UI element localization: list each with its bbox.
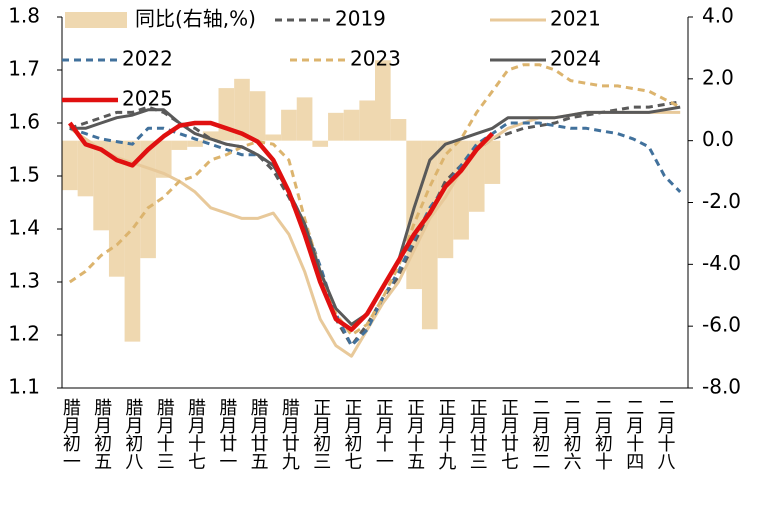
bar [390, 119, 407, 141]
legend-label: 2021 [550, 7, 601, 31]
y2-tick-label: -6.0 [702, 313, 741, 337]
x-tick-label: 腊月廿九 [279, 398, 300, 470]
legend-label: 2023 [350, 47, 401, 71]
legend-label: 同比(右轴,%) [135, 7, 256, 31]
bar [155, 140, 172, 178]
x-tick-label: 正月初七 [342, 398, 363, 470]
y2-tick-label: -2.0 [702, 189, 741, 213]
bar [124, 140, 141, 342]
legend-label: 2019 [335, 7, 386, 31]
y-tick-label: 1.2 [8, 322, 40, 346]
x-tick-label: 二月十八 [655, 398, 676, 470]
bar [406, 140, 422, 290]
y-tick-label: 1.5 [8, 163, 40, 187]
x-tick-label: 二月初二 [529, 398, 550, 470]
x-tick-label: 二月十四 [623, 398, 644, 470]
y-tick-label: 1.7 [8, 57, 40, 81]
bar [359, 100, 375, 141]
y2-tick-label: -8.0 [702, 375, 741, 399]
bar [296, 97, 313, 141]
y2-tick-label: -4.0 [702, 251, 741, 275]
bar [62, 140, 78, 191]
bar [140, 140, 156, 259]
bar [312, 140, 329, 147]
legend-swatch [65, 12, 127, 28]
bar [202, 131, 219, 141]
x-tick-label: 正月廿七 [498, 398, 519, 470]
x-tick-label: 腊月廿一 [216, 398, 237, 470]
x-tick-label: 腊月初一 [60, 398, 81, 470]
bar [281, 109, 297, 141]
bar [93, 140, 109, 231]
x-tick-label: 腊月十七 [185, 398, 206, 470]
x-tick-label: 二月初六 [561, 398, 582, 470]
x-tick-label: 正月十一 [373, 398, 394, 470]
legend-label: 2025 [122, 87, 173, 111]
y-tick-label: 1.6 [8, 110, 40, 134]
x-tick-label: 腊月初五 [91, 398, 112, 470]
bar [328, 112, 344, 141]
bar [375, 60, 391, 141]
bar [77, 140, 94, 197]
line-series [68, 63, 681, 337]
x-tick-label: 正月十五 [404, 398, 425, 470]
legend-label: 2024 [550, 47, 601, 71]
y2-tick-label: 2.0 [702, 65, 734, 89]
x-tick-label: 正月廿三 [467, 398, 488, 470]
bar [484, 140, 501, 184]
bar [171, 140, 188, 150]
x-tick-label: 二月初十 [592, 398, 613, 470]
x-tick-label: 正月十九 [435, 398, 456, 470]
x-tick-label: 腊月初八 [122, 398, 143, 470]
bar [343, 109, 360, 141]
y-tick-label: 1.1 [8, 375, 40, 399]
y-tick-label: 1.8 [8, 4, 40, 28]
y-tick-label: 1.4 [8, 216, 40, 240]
x-tick-label: 腊月廿五 [248, 398, 269, 470]
x-tick-label: 腊月十三 [154, 398, 175, 470]
y2-tick-label: 4.0 [702, 4, 734, 28]
bar [265, 134, 282, 141]
x-tick-label: 正月初三 [310, 398, 331, 470]
bar [421, 140, 438, 330]
line-series [67, 120, 495, 332]
y2-tick-label: 0.0 [702, 127, 734, 151]
bar [187, 140, 203, 147]
bar [249, 91, 266, 141]
bar [218, 88, 235, 141]
bar [234, 78, 250, 141]
legend-label: 2022 [122, 47, 173, 71]
y-tick-label: 1.3 [8, 269, 40, 293]
